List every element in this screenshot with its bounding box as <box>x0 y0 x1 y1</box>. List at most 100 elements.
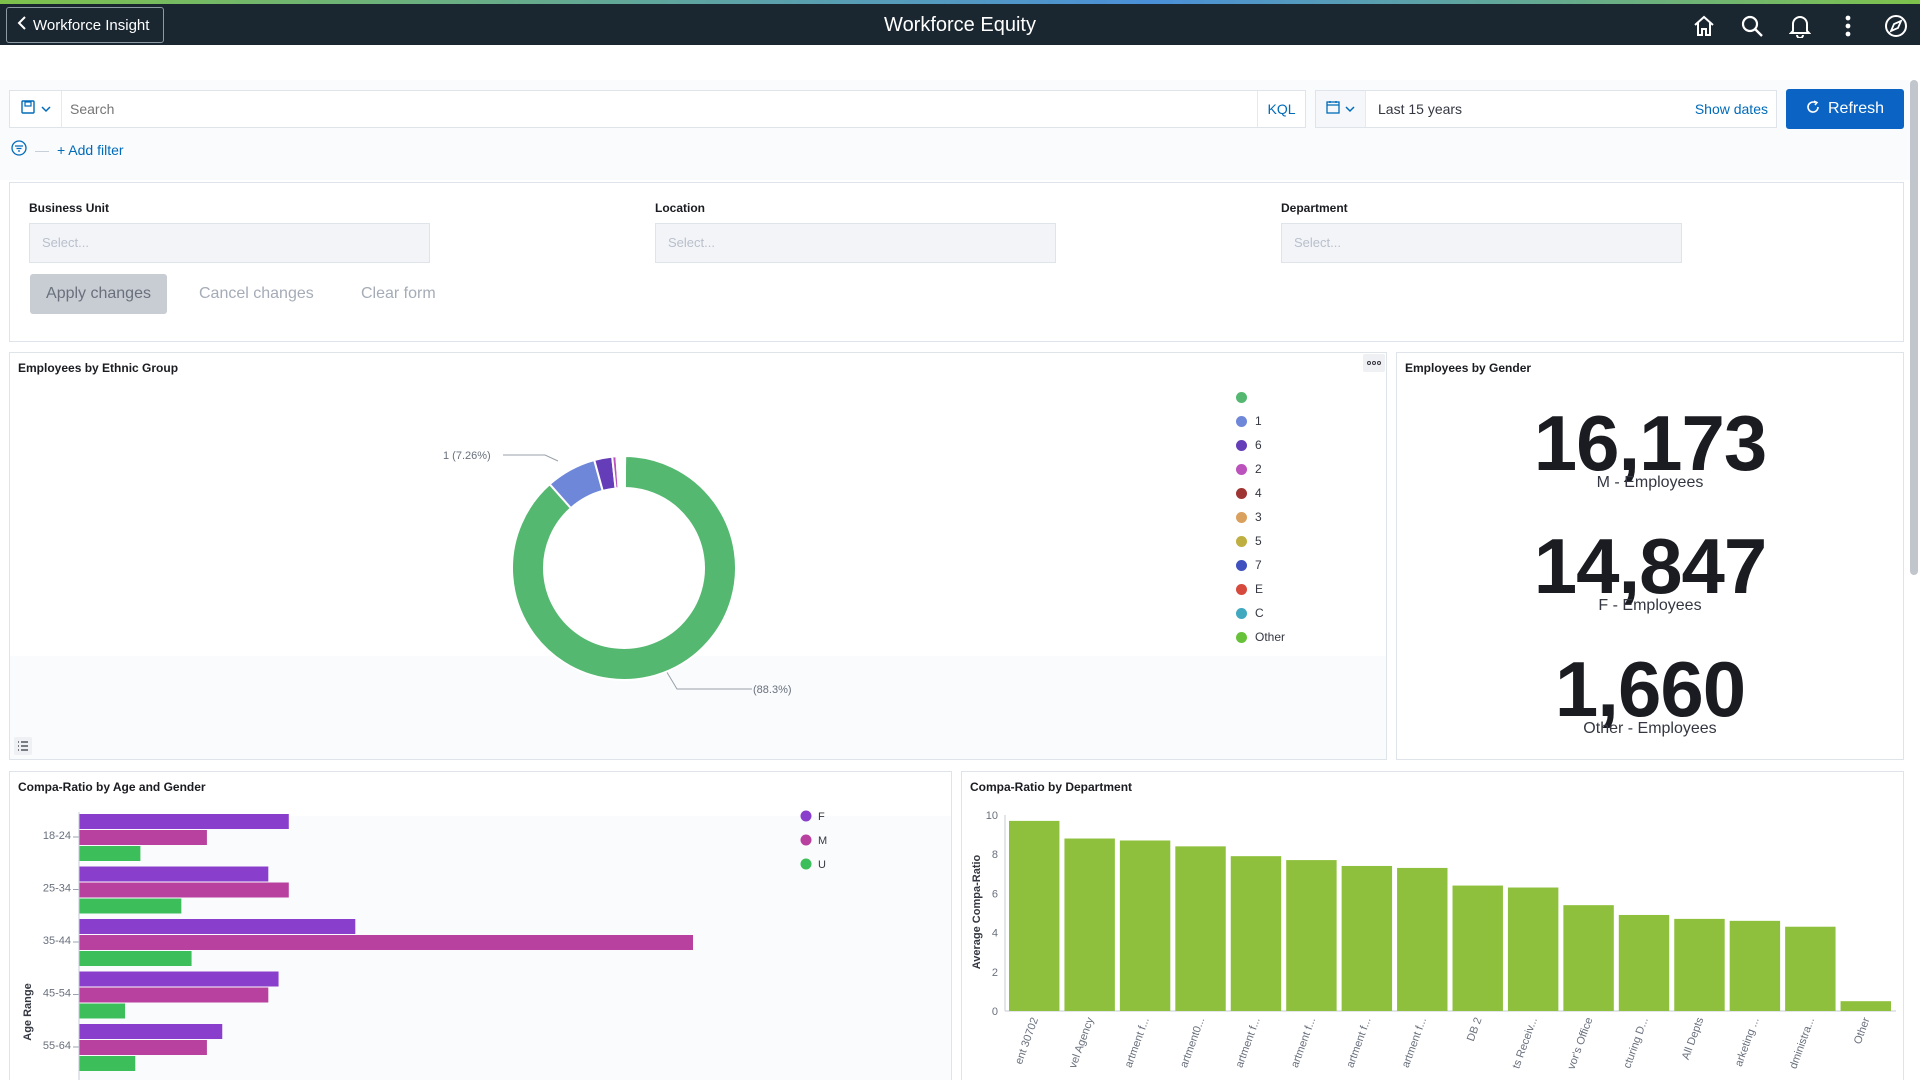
donut-slice-Other[interactable] <box>623 454 627 490</box>
search-input[interactable] <box>62 91 1257 127</box>
bar-F-35-44[interactable] <box>79 919 356 934</box>
department-bar[interactable] <box>1397 867 1448 1011</box>
bar-U-55-64[interactable] <box>79 1056 136 1071</box>
compass-icon[interactable] <box>1872 8 1920 44</box>
metric-value: 1,660 <box>1554 645 1746 733</box>
filter-divider: — <box>35 141 49 158</box>
apply-changes-button[interactable]: Apply changes <box>30 274 167 314</box>
bar-M-55-64[interactable] <box>79 1040 207 1055</box>
bar-U-45-54[interactable] <box>79 1003 126 1019</box>
kql-toggle[interactable]: KQL <box>1257 91 1305 127</box>
department-bar[interactable] <box>1785 926 1836 1011</box>
donut-slice-label-small: 1 (7.26%) <box>443 450 491 462</box>
search-icon[interactable] <box>1728 8 1776 44</box>
legend-item[interactable]: C <box>1236 601 1285 625</box>
x-tick-label: artment f... <box>1289 1016 1318 1070</box>
date-range-text[interactable]: Last 15 years <box>1378 101 1463 117</box>
x-tick-label: artment0... <box>1178 1016 1207 1070</box>
metric-female: 14,847 F - Employees <box>1397 527 1903 615</box>
refresh-icon <box>1806 99 1820 119</box>
department-bar[interactable] <box>1064 838 1115 1011</box>
page-title: Workforce Equity <box>884 14 1036 36</box>
y-tick-label: 45-54 <box>43 988 71 1000</box>
legend-label: 2 <box>1255 462 1262 476</box>
bar-M-18-24[interactable] <box>79 830 207 845</box>
legend-item[interactable]: E <box>1236 577 1285 601</box>
bell-icon[interactable] <box>1776 8 1824 44</box>
metric-caption: M - Employees <box>1596 474 1704 491</box>
donut-slice-blank[interactable] <box>511 454 737 681</box>
department-bar[interactable] <box>1840 1001 1891 1011</box>
x-tick-label: artment f... <box>1123 1016 1152 1070</box>
quick-date-button[interactable] <box>1316 91 1366 127</box>
legend-item[interactable]: 4 <box>1236 481 1285 505</box>
bar-M-25-34[interactable] <box>79 882 289 898</box>
cancel-changes-button[interactable]: Cancel changes <box>199 285 314 302</box>
legend-item[interactable]: 7 <box>1236 553 1285 577</box>
department-bar[interactable] <box>1119 840 1171 1011</box>
add-filter-link[interactable]: + Add filter <box>57 141 124 158</box>
back-button[interactable]: Workforce Insight <box>6 7 165 43</box>
show-dates-link[interactable]: Show dates <box>1694 101 1768 117</box>
saved-query-button[interactable] <box>10 91 62 127</box>
bar-F-55-64[interactable] <box>79 1024 223 1039</box>
y-tick-label: 4 <box>992 928 998 940</box>
panel-options-icon[interactable] <box>1363 354 1385 372</box>
department-bar[interactable] <box>1563 905 1614 1011</box>
metric-value: 16,173 <box>1533 399 1768 487</box>
department-bar[interactable] <box>1618 914 1670 1011</box>
legend-item[interactable]: 5 <box>1236 529 1285 553</box>
bar-F-25-34[interactable] <box>79 866 269 882</box>
business-unit-select[interactable]: Select... <box>29 223 430 263</box>
department-bar[interactable] <box>1452 885 1503 1011</box>
bar-U-35-44[interactable] <box>79 951 192 966</box>
page-scrollbar[interactable] <box>1910 80 1918 575</box>
department-bar[interactable] <box>1341 865 1393 1011</box>
location-select[interactable]: Select... <box>655 223 1056 263</box>
x-tick-label: vel Agency <box>1067 1015 1097 1070</box>
bar-M-35-44[interactable] <box>79 935 693 950</box>
legend-item[interactable]: 1 <box>1236 409 1285 433</box>
filter-icon[interactable] <box>11 140 27 159</box>
bar-M-45-54[interactable] <box>79 987 269 1003</box>
bar-F-18-24[interactable] <box>79 814 289 829</box>
business-unit-control: Business Unit Select... <box>29 201 430 263</box>
legend-item[interactable] <box>1236 385 1285 409</box>
legend-label[interactable]: M <box>818 835 827 847</box>
donut-legend: 1 6 2 4 3 5 7 E C Other <box>1236 385 1285 649</box>
department-bar[interactable] <box>1230 856 1282 1011</box>
department-bar[interactable] <box>1674 918 1725 1011</box>
x-tick-label: artment f... <box>1400 1016 1429 1070</box>
metric-caption: F - Employees <box>1598 597 1702 614</box>
department-bar[interactable] <box>1507 887 1559 1011</box>
bar-F-45-54[interactable] <box>79 971 279 987</box>
panel-title: Compa-Ratio by Department <box>970 780 1133 794</box>
refresh-button[interactable]: Refresh <box>1786 89 1904 129</box>
legend-item[interactable]: 2 <box>1236 457 1285 481</box>
home-icon[interactable] <box>1680 8 1728 44</box>
legend-dot <box>1236 631 1247 643</box>
department-bar[interactable] <box>1175 846 1226 1011</box>
legend-item[interactable]: Other <box>1236 625 1285 649</box>
legend-item[interactable]: 6 <box>1236 433 1285 457</box>
legend-label[interactable]: U <box>818 859 826 871</box>
legend-label: Other <box>1255 630 1286 644</box>
department-bar[interactable] <box>1009 820 1060 1011</box>
legend-label: 5 <box>1255 534 1262 548</box>
legend-item[interactable]: 3 <box>1236 505 1285 529</box>
bar-U-25-34[interactable] <box>79 898 182 914</box>
more-vertical-icon[interactable] <box>1824 8 1872 44</box>
x-tick-label: ent 30702 <box>1013 1016 1041 1066</box>
legend-label[interactable]: F <box>818 811 825 823</box>
department-bar[interactable] <box>1286 860 1337 1011</box>
panel-title: Compa-Ratio by Age and Gender <box>18 780 206 794</box>
department-bar[interactable] <box>1729 920 1781 1011</box>
clear-form-button[interactable]: Clear form <box>361 285 436 302</box>
legend-dot <box>1236 415 1247 427</box>
legend-dot <box>800 810 812 822</box>
department-select[interactable]: Select... <box>1281 223 1682 263</box>
y-tick-label: 8 <box>992 849 998 861</box>
bar-U-18-24[interactable] <box>79 846 141 861</box>
y-tick-label: 55-64 <box>43 1040 71 1052</box>
list-icon[interactable] <box>14 737 32 755</box>
